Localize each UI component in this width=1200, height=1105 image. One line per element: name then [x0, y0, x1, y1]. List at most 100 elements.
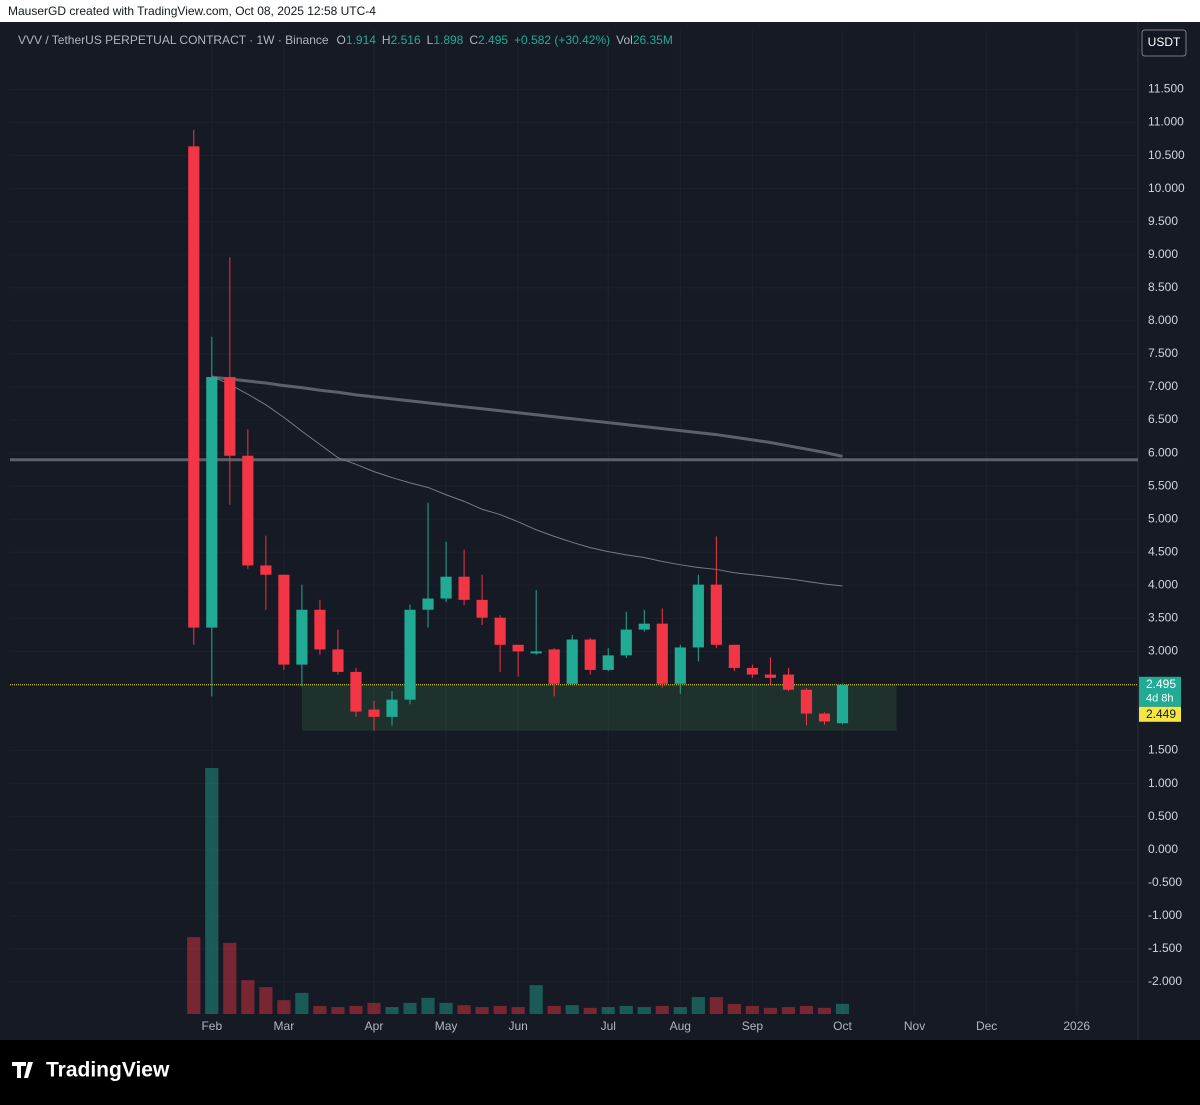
candle-body	[332, 649, 344, 672]
candle-body	[278, 574, 290, 665]
candle-body	[458, 576, 470, 600]
candle-body	[602, 655, 614, 670]
candle-body	[188, 146, 200, 628]
volume-bar	[223, 942, 237, 1014]
ohlc-close: 2.495	[478, 33, 508, 47]
y-tick-label: 1.500	[1148, 743, 1178, 757]
currency-button[interactable]	[1141, 29, 1187, 57]
candle-body	[494, 617, 506, 645]
candle-body	[422, 598, 434, 610]
y-tick-label: 5.500	[1148, 478, 1178, 492]
candle-body	[746, 667, 758, 675]
ma-fast	[211, 375, 843, 587]
x-tick-label: Mar	[274, 1019, 295, 1033]
y-tick-label: 1.000	[1148, 776, 1178, 790]
candle-body	[242, 455, 254, 566]
y-tick-label: 0.500	[1148, 809, 1178, 823]
ma-slow	[211, 375, 843, 458]
candle-body	[692, 584, 704, 648]
volume-bar	[403, 1002, 417, 1014]
volume-bar	[835, 1003, 850, 1014]
candle-body	[386, 699, 398, 717]
candle-body	[206, 377, 218, 628]
volume-bar	[457, 1005, 471, 1014]
candle-body	[296, 609, 308, 665]
candle-body	[404, 609, 416, 700]
volume-bar	[313, 1005, 327, 1014]
volume-bar	[637, 1007, 651, 1014]
y-tick-label: 8.000	[1148, 313, 1178, 327]
y-tick-label: 10.000	[1148, 181, 1185, 195]
y-tick-label: -2.000	[1148, 974, 1182, 988]
candle-body	[728, 644, 740, 668]
volume-bar	[187, 937, 201, 1014]
volume-bar	[727, 1004, 741, 1014]
change: +0.582 (+30.42%)	[514, 33, 610, 47]
y-tick-label: 10.500	[1148, 148, 1185, 162]
price-label-box	[1139, 676, 1181, 707]
y-tick-label: 9.500	[1148, 214, 1178, 228]
candle-body	[368, 709, 380, 717]
x-tick-label: Feb	[201, 1019, 222, 1033]
logo-icon	[12, 1062, 33, 1078]
candle-body	[836, 684, 849, 724]
y-tick-label: 6.500	[1148, 412, 1178, 426]
volume-bar	[763, 1007, 777, 1014]
x-tick-label: 2026	[1063, 1019, 1090, 1033]
candle-body	[548, 649, 560, 684]
candle-body	[584, 639, 596, 670]
x-tick-label: Apr	[365, 1019, 384, 1033]
volume-bar	[619, 1005, 633, 1014]
candle-body	[674, 647, 686, 684]
credit: MauserGD created with TradingView.com, O…	[8, 4, 376, 18]
y-tick-label: 8.500	[1148, 280, 1178, 294]
ohlc-low: 1.898	[433, 33, 463, 47]
y-tick-label: 11.500	[1148, 82, 1184, 96]
volume-bar	[349, 1005, 363, 1014]
y-tick-label: 4.000	[1148, 577, 1178, 591]
volume-bar	[547, 1005, 561, 1014]
volume-bar	[367, 1002, 381, 1014]
x-tick-label: Nov	[904, 1019, 925, 1033]
candle-body	[656, 623, 668, 684]
volume-bar	[421, 997, 435, 1014]
alt-label-box	[1139, 706, 1181, 722]
candle-body	[764, 674, 776, 678]
y-tick-label: -1.500	[1148, 941, 1182, 955]
volume-bar	[295, 992, 309, 1014]
candle-body	[440, 576, 452, 599]
volume-bar	[259, 987, 273, 1014]
candle-body	[818, 713, 831, 722]
y-tick-label: 9.000	[1148, 247, 1178, 261]
volume-bar	[529, 985, 543, 1014]
ohlc-high: 2.516	[391, 33, 421, 47]
zone	[301, 684, 897, 731]
volume-bar	[601, 1007, 615, 1014]
footer	[0, 1040, 1200, 1100]
x-tick-label: Jul	[601, 1019, 616, 1033]
candle-body	[782, 674, 795, 690]
candle-body	[638, 623, 650, 630]
candle-body	[566, 639, 578, 684]
ohlc-letter: L	[427, 33, 434, 47]
top-bar	[0, 0, 1200, 22]
currency[interactable]: USDT	[1148, 35, 1181, 49]
alt-label: 2.449	[1146, 707, 1176, 721]
ohlc-letter: O	[337, 33, 346, 47]
volume-value: 26.35M	[633, 33, 673, 47]
y-tick-label: 4.500	[1148, 544, 1178, 558]
volume-bar	[673, 1007, 687, 1014]
volume-bar	[817, 1007, 832, 1014]
volume-bar	[583, 1007, 597, 1014]
volume-bar	[205, 768, 219, 1014]
volume-bar	[241, 980, 255, 1014]
y-tick-label: 11.000	[1148, 115, 1184, 129]
volume-bar	[385, 1007, 399, 1014]
y-tick-label: 3.000	[1148, 644, 1178, 658]
candle-body	[224, 377, 236, 456]
volume-name: Vol	[616, 33, 633, 47]
volume-bar	[493, 1005, 507, 1014]
volume-bar	[691, 997, 705, 1014]
